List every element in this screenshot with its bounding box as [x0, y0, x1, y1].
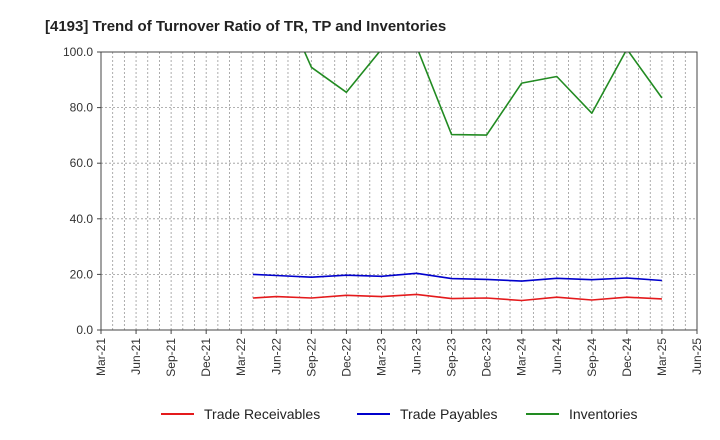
x-tick-label: Sep-24 — [585, 338, 599, 377]
x-tick-label: Jun-24 — [550, 338, 564, 375]
x-tick-label: Sep-22 — [304, 338, 318, 377]
x-tick-label: Dec-23 — [480, 338, 494, 377]
plot-area — [100, 51, 698, 331]
x-tick-label: Dec-22 — [339, 338, 353, 377]
y-tick-label: 80.0 — [70, 101, 94, 115]
x-tick-label: Jun-21 — [129, 338, 143, 375]
x-tick-label: Mar-24 — [515, 338, 529, 376]
x-tick-label: Jun-22 — [269, 338, 283, 375]
chart-title: [4193] Trend of Turnover Ratio of TR, TP… — [45, 18, 446, 35]
legend: Trade Receivables Trade Payables Inventori… — [161, 406, 637, 422]
axes: 0.0 20.0 40.0 60.0 80.0 100.0 Mar-21 Jun-21 Sep-… — [63, 45, 704, 377]
x-tick-label: Mar-25 — [655, 338, 669, 376]
series-line-inventories — [303, 52, 663, 136]
grid — [101, 52, 697, 330]
x-tick-label: Sep-23 — [445, 338, 459, 377]
y-tick-label: 100.0 — [63, 45, 93, 59]
legend-label-trade-receivables: Trade Receivables — [204, 406, 320, 422]
y-tick-label: 40.0 — [70, 212, 94, 226]
series-lines — [252, 52, 663, 302]
y-tick-label: 20.0 — [70, 267, 94, 281]
y-tick-label: 0.0 — [76, 323, 93, 337]
x-tick-label: Sep-21 — [164, 338, 178, 377]
x-tick-label: Mar-23 — [374, 338, 388, 376]
x-tick-label: Jun-25 — [690, 338, 704, 375]
legend-label-trade-payables: Trade Payables — [400, 406, 498, 422]
legend-label-inventories: Inventories — [569, 406, 637, 422]
x-tick-label: Jun-23 — [410, 338, 424, 375]
x-tick-label: Dec-24 — [620, 338, 634, 377]
x-tick-label: Mar-22 — [234, 338, 248, 376]
x-tick-label: Dec-21 — [199, 338, 213, 377]
y-tick-label: 60.0 — [70, 156, 94, 170]
x-tick-label: Mar-21 — [94, 338, 108, 376]
series-line-trade-receivables — [252, 293, 662, 302]
series-line-trade-payables — [252, 272, 662, 282]
